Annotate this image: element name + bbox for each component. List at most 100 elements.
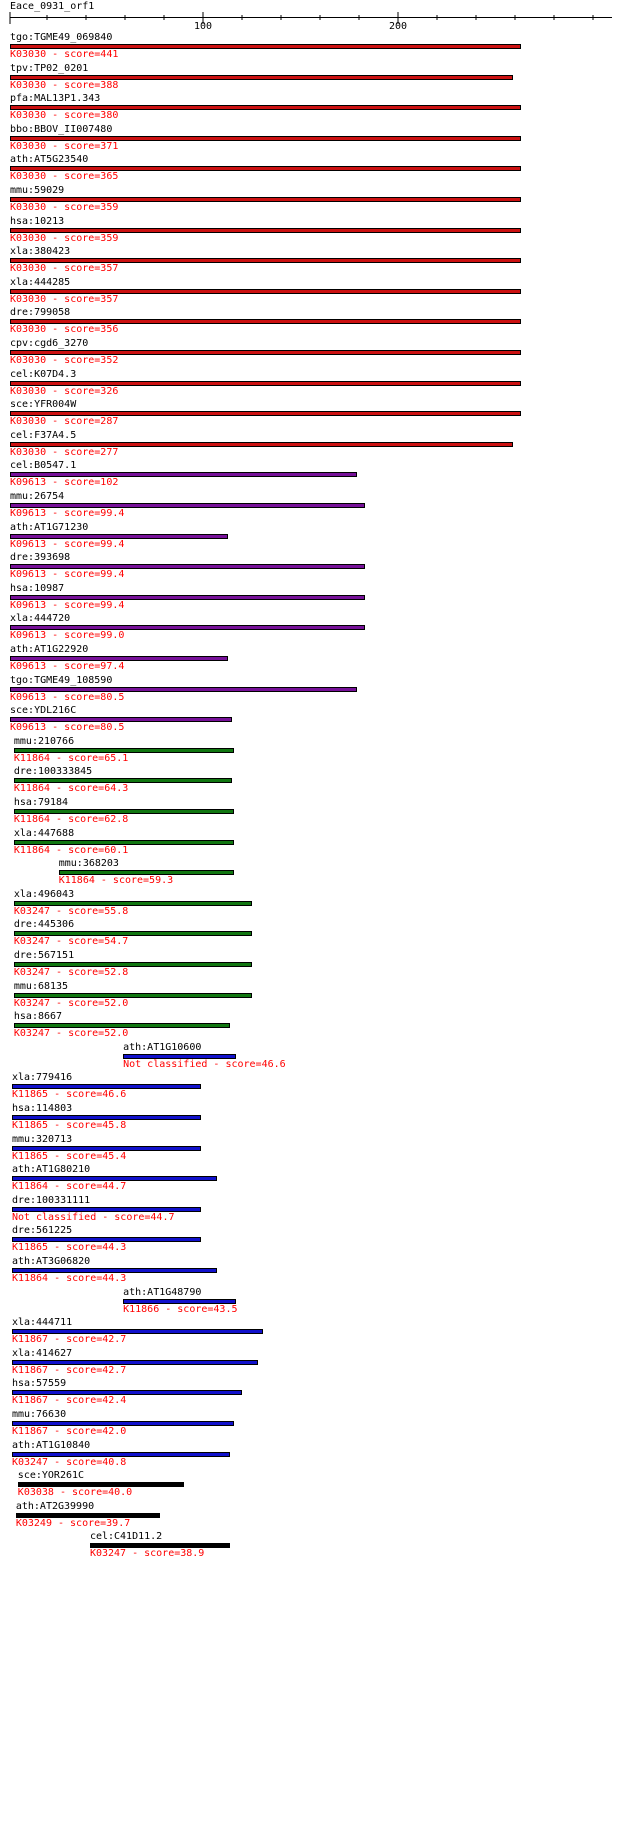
hit-alignment-bar[interactable] — [13, 1023, 231, 1029]
hit-alignment-bar[interactable] — [123, 1053, 237, 1059]
hit-row[interactable]: xla:414627 K11867 - score=42.7 — [0, 1348, 620, 1378]
hit-ko-score-link[interactable]: K03030 - score=380 — [10, 110, 119, 122]
hit-row[interactable]: xla:496043 K03247 - score=55.8 — [0, 889, 620, 919]
hit-name-link[interactable]: dre:567151 — [13, 950, 75, 961]
hit-alignment-bar[interactable] — [10, 533, 229, 539]
hit-alignment-bar[interactable] — [10, 350, 521, 355]
hit-row[interactable]: tgo:TGME49_108590 K09613 - score=80.5 — [0, 675, 620, 705]
hit-alignment-bar[interactable] — [10, 594, 365, 600]
hit-alignment-bar[interactable] — [11, 1084, 202, 1090]
hit-alignment-bar[interactable] — [10, 258, 521, 264]
hit-name-link[interactable]: xla:380423 — [10, 246, 71, 258]
hit-row[interactable]: dre:100333845 K11864 - score=64.3 — [0, 766, 620, 796]
hit-name-link[interactable]: hsa:10213 — [10, 215, 65, 227]
hit-name-link[interactable]: xla:779416 — [11, 1072, 73, 1084]
hit-row[interactable]: sce:YFR004W K03030 - score=287 — [0, 399, 620, 429]
hit-row[interactable]: dre:393698 K09613 - score=99.4 — [0, 552, 620, 582]
hit-alignment-bar[interactable] — [58, 870, 235, 876]
hit-row[interactable]: hsa:10213 K03030 - score=359 — [0, 216, 620, 246]
hit-alignment-bar[interactable] — [10, 319, 521, 325]
hit-alignment-bar[interactable] — [10, 44, 521, 49]
hit-alignment-bar[interactable] — [11, 1145, 202, 1151]
hit-name-link[interactable]: cpv:cgd6_3270 — [10, 338, 89, 349]
hit-ko-score-link[interactable]: K11865 - score=46.6 — [11, 1089, 127, 1101]
hit-alignment-bar[interactable] — [13, 747, 235, 753]
hit-ko-score-link[interactable]: K09613 - score=99.0 — [10, 630, 125, 642]
hit-row[interactable]: ath:AT1G22920 K09613 - score=97.4 — [0, 644, 620, 674]
hit-ko-score-link[interactable]: K11865 - score=44.3 — [11, 1242, 127, 1254]
hit-ko-score-link[interactable]: K03030 - score=356 — [10, 324, 119, 336]
hit-row[interactable]: mmu:210766 K11864 - score=65.1 — [0, 736, 620, 766]
hit-row[interactable]: ath:AT1G10840 K03247 - score=40.8 — [0, 1440, 620, 1470]
hit-row[interactable]: ath:AT2G39990 K03249 - score=39.7 — [0, 1501, 620, 1531]
hit-row[interactable]: cel:B0547.1 K09613 - score=102 — [0, 460, 620, 490]
hit-ko-score-link[interactable]: K03247 - score=40.8 — [11, 1456, 127, 1468]
hit-ko-score-link[interactable]: K09613 - score=99.4 — [10, 538, 125, 550]
hit-ko-score-link[interactable]: K09613 - score=80.5 — [10, 691, 125, 703]
hit-ko-score-link[interactable]: K11864 - score=44.3 — [11, 1273, 127, 1284]
hit-row[interactable]: tgo:TGME49_069840 K03030 - score=441 — [0, 32, 620, 62]
hit-alignment-bar[interactable] — [10, 472, 358, 478]
hit-alignment-bar[interactable] — [10, 197, 521, 202]
hit-row[interactable]: ath:AT1G71230 K09613 - score=99.4 — [0, 522, 620, 552]
hit-name-link[interactable]: dre:799058 — [10, 307, 71, 319]
hit-name-link[interactable]: xla:444711 — [11, 1317, 73, 1329]
hit-alignment-bar[interactable] — [10, 135, 521, 141]
hit-row[interactable]: hsa:10987 K09613 - score=99.4 — [0, 583, 620, 613]
hit-alignment-bar[interactable] — [13, 992, 252, 998]
hit-alignment-bar[interactable] — [10, 686, 358, 692]
hit-alignment-bar[interactable] — [10, 441, 514, 447]
hit-ko-score-link[interactable]: Not classified - score=44.7 — [11, 1211, 175, 1223]
hit-ko-score-link[interactable]: K03038 - score=40.0 — [17, 1487, 133, 1499]
hit-row[interactable]: sce:YOR261C K03038 - score=40.0 — [0, 1470, 620, 1500]
hit-row[interactable]: bbo:BBOV_II007480 K03030 - score=371 — [0, 124, 620, 154]
hit-alignment-bar[interactable] — [17, 1482, 184, 1488]
hit-name-link[interactable]: ath:AT1G48790 — [123, 1286, 202, 1298]
hit-name-link[interactable]: xla:444720 — [10, 613, 71, 625]
hit-name-link[interactable]: bbo:BBOV_II007480 — [10, 123, 113, 135]
hit-row[interactable]: dre:567151 K03247 - score=52.8 — [0, 950, 620, 980]
hit-ko-score-link[interactable]: K09613 - score=99.4 — [10, 599, 125, 611]
hit-name-link[interactable]: ath:AT1G71230 — [10, 521, 89, 533]
hit-alignment-bar[interactable] — [89, 1543, 231, 1549]
hit-name-link[interactable]: pfa:MAL13P1.343 — [10, 93, 101, 105]
hit-ko-score-link[interactable]: K11867 - score=42.4 — [11, 1395, 127, 1407]
hit-name-link[interactable]: ath:AT3G06820 — [11, 1256, 91, 1267]
hit-row[interactable]: hsa:57559 K11867 - score=42.4 — [0, 1378, 620, 1408]
hit-ko-score-link[interactable]: K03247 - score=38.9 — [89, 1548, 205, 1560]
hit-alignment-bar[interactable] — [13, 839, 235, 845]
hit-ko-score-link[interactable]: K11864 - score=44.7 — [11, 1181, 127, 1193]
hit-name-link[interactable]: xla:496043 — [13, 888, 75, 900]
hit-row[interactable]: ath:AT5G23540 K03030 - score=365 — [0, 154, 620, 184]
hit-ko-score-link[interactable]: K09613 - score=80.5 — [10, 722, 125, 734]
hit-alignment-bar[interactable] — [123, 1298, 237, 1304]
hit-row[interactable]: sce:YDL216C K09613 - score=80.5 — [0, 705, 620, 735]
hit-alignment-bar[interactable] — [10, 105, 521, 111]
hit-alignment-bar[interactable] — [10, 625, 365, 631]
hit-name-link[interactable]: mmu:68135 — [13, 980, 69, 992]
hit-ko-score-link[interactable]: K11865 - score=45.4 — [11, 1150, 127, 1162]
hit-ko-score-link[interactable]: K11866 - score=43.5 — [123, 1303, 238, 1315]
hit-row[interactable]: dre:799058 K03030 - score=356 — [0, 307, 620, 337]
hit-alignment-bar[interactable] — [10, 288, 521, 294]
hit-alignment-bar[interactable] — [13, 809, 235, 814]
hit-ko-score-link[interactable]: K11864 - score=65.1 — [13, 752, 129, 764]
hit-row[interactable]: xla:447688 K11864 - score=60.1 — [0, 828, 620, 858]
hit-alignment-bar[interactable] — [10, 503, 365, 508]
hit-alignment-bar[interactable] — [13, 900, 252, 906]
hit-ko-score-link[interactable]: K03030 - score=357 — [10, 263, 119, 275]
hit-alignment-bar[interactable] — [13, 962, 252, 967]
hit-ko-score-link[interactable]: K03030 - score=371 — [10, 140, 119, 152]
hit-row[interactable]: mmu:368203 K11864 - score=59.3 — [0, 858, 620, 888]
hit-row[interactable]: xla:779416 K11865 - score=46.6 — [0, 1072, 620, 1102]
hit-name-link[interactable]: mmu:59029 — [10, 185, 65, 196]
hit-name-link[interactable]: mmu:210766 — [13, 735, 75, 747]
hit-alignment-bar[interactable] — [10, 411, 521, 417]
hit-name-link[interactable]: mmu:320713 — [11, 1133, 73, 1145]
hit-alignment-bar[interactable] — [10, 74, 514, 80]
hit-name-link[interactable]: dre:100333845 — [13, 766, 93, 778]
hit-ko-score-link[interactable]: K09613 - score=99.4 — [10, 569, 125, 581]
hit-ko-score-link[interactable]: K03247 - score=54.7 — [13, 936, 129, 948]
hit-ko-score-link[interactable]: K11864 - score=64.3 — [13, 783, 129, 795]
hit-name-link[interactable]: ath:AT1G80210 — [11, 1164, 91, 1176]
